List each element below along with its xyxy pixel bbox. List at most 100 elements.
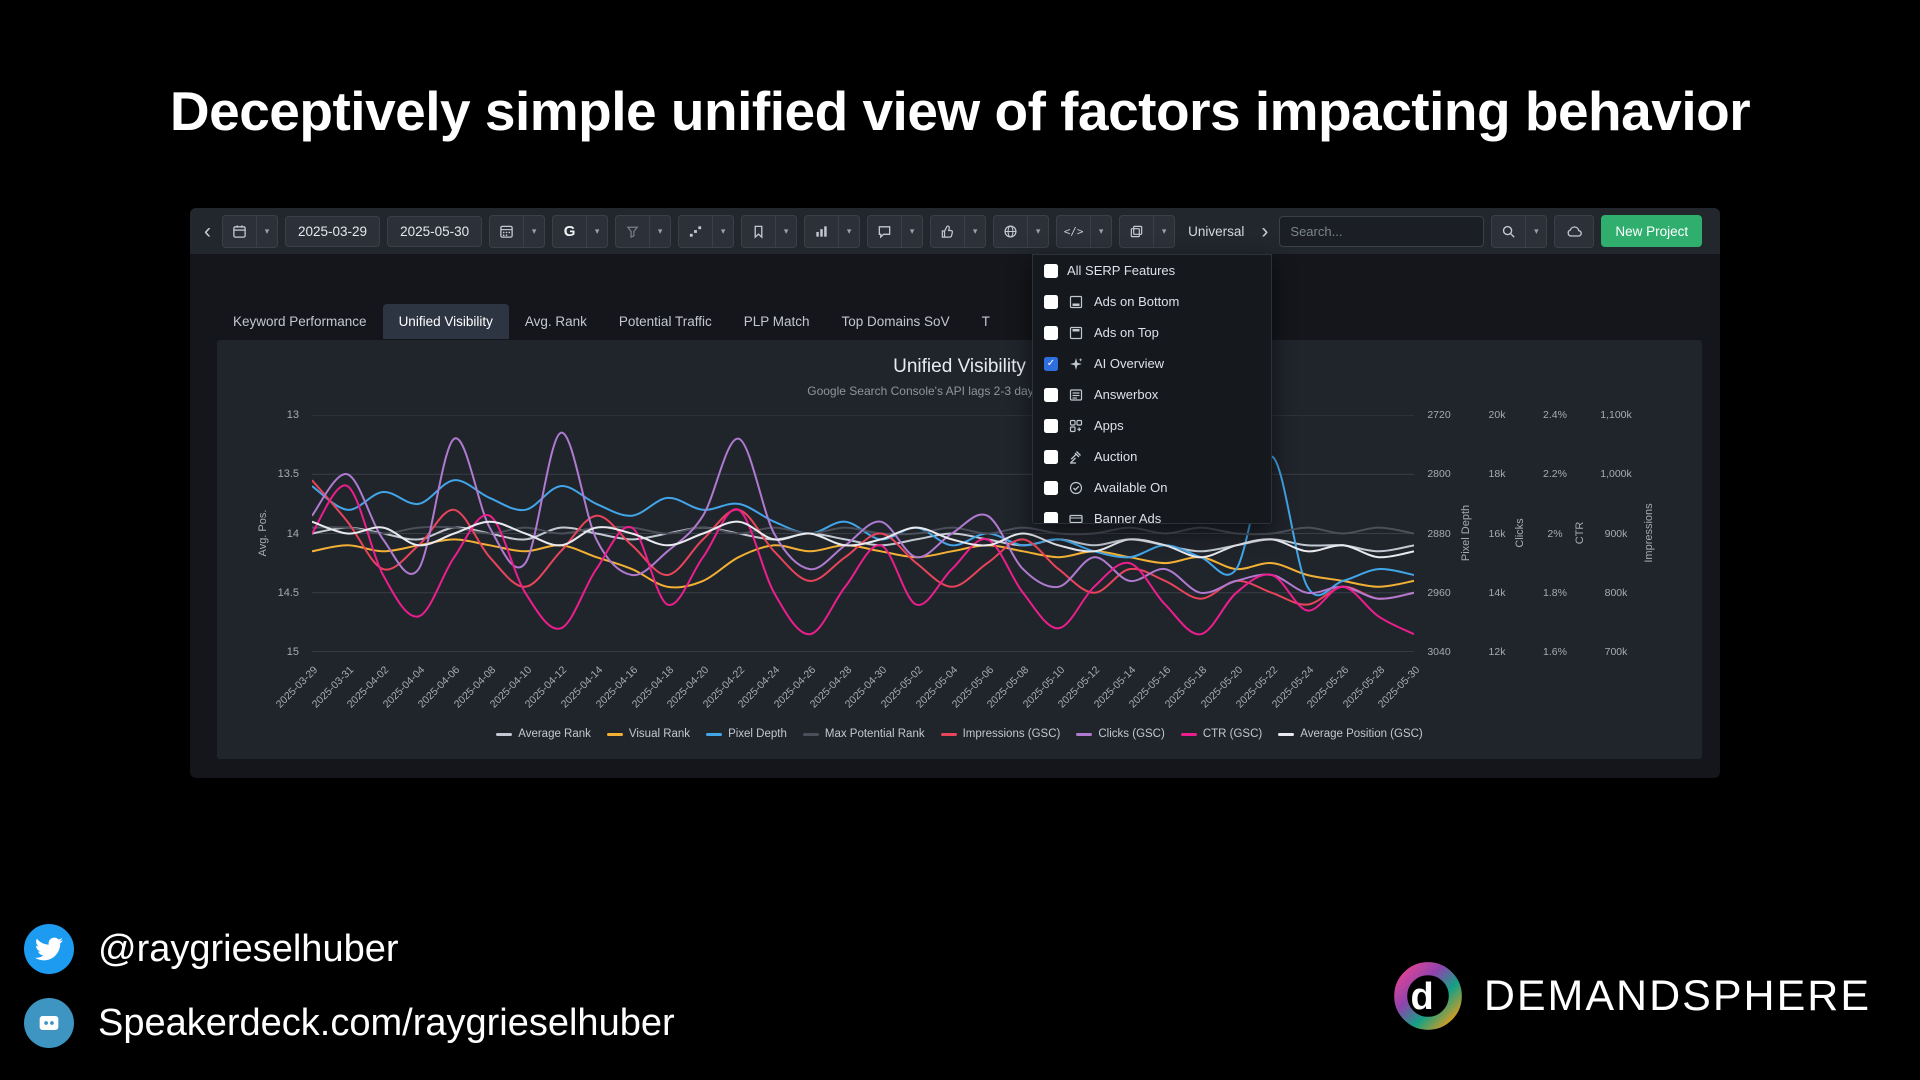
chevron-down-icon[interactable]: ▾ [1090, 215, 1111, 247]
checkbox-checked-icon[interactable]: ✓ [1044, 356, 1058, 371]
legend-ctr-gsc[interactable]: CTR (GSC) [1180, 728, 1262, 740]
legend-swatch [940, 732, 957, 736]
checkbox-unchecked-icon[interactable] [1044, 387, 1058, 402]
right-axis-tick-impressions: 1,000k [1600, 468, 1632, 481]
tab-t[interactable]: T [981, 314, 990, 329]
serp-feature-option-ads-on-bottom[interactable]: Ads on Bottom [1033, 286, 1271, 317]
serp-feature-label: AI Overview [1094, 356, 1165, 371]
tab-bar: Keyword Performance Unified Visibility Avg… [217, 304, 1006, 339]
chevron-down-icon[interactable]: ▾ [1027, 215, 1048, 247]
legend-swatch [496, 732, 513, 736]
likes-button[interactable]: ▾ [930, 214, 987, 248]
google-g-icon: G [563, 222, 576, 240]
bar-chart-button[interactable]: ▾ [804, 214, 861, 248]
brand-name: DEMANDSPHERE [1483, 971, 1871, 1020]
serp-feature-option-answerbox[interactable]: Answerbox [1033, 379, 1271, 410]
checkbox-unchecked-icon[interactable] [1044, 418, 1058, 433]
chevron-down-icon[interactable]: ▾ [1153, 215, 1174, 247]
legend-average-position-gsc[interactable]: Average Position (GSC) [1278, 728, 1423, 740]
chevron-down-icon[interactable]: ▾ [838, 215, 859, 247]
chevron-down-icon[interactable]: ▾ [1525, 215, 1546, 247]
cloud-export-button[interactable] [1554, 214, 1595, 248]
chevron-down-icon[interactable]: ▾ [775, 215, 796, 247]
start-date-button[interactable]: 2025-03-29 [285, 215, 381, 247]
tab-top-domains-sov[interactable]: Top Domains SoV [841, 314, 950, 329]
copy-layers-button[interactable]: ▾ [1119, 214, 1176, 248]
legend-swatch [706, 732, 723, 736]
legend-impressions-gsc[interactable]: Impressions (GSC) [940, 728, 1060, 740]
serp-feature-option-apps[interactable]: Apps [1033, 410, 1271, 441]
checkbox-unchecked-icon[interactable] [1044, 480, 1058, 495]
tab-avg-rank[interactable]: Avg. Rank [524, 314, 587, 329]
right-axis-name-clicks: Clicks [1514, 518, 1526, 548]
right-axis-tick-impressions: 800k [1604, 586, 1628, 599]
tab-keyword-performance[interactable]: Keyword Performance [233, 314, 367, 329]
checkbox-unchecked-icon[interactable] [1044, 449, 1058, 464]
serp-feature-option-banner-ads[interactable]: Banner Ads [1033, 503, 1271, 523]
serp-feature-label: All SERP Features [1067, 263, 1176, 278]
right-axis-tick-ctr: 1.6% [1543, 646, 1567, 658]
calendar-grid-icon [490, 216, 523, 247]
app-toolbar: ‹ ▾ 2025-03-29 2025-05-30 ▾ G ▾ ▾ ▾ ▾ [190, 208, 1720, 254]
serp-feature-option-all-serp-features[interactable]: All SERP Features [1033, 255, 1271, 286]
forward-button[interactable]: › [1257, 221, 1272, 242]
legend-label: Average Position (GSC) [1300, 728, 1423, 740]
right-axis-tick-impressions: 1,100k [1600, 409, 1632, 421]
thumbs-up-icon [931, 216, 964, 247]
right-axis-tick-clicks: 16k [1488, 527, 1506, 540]
legend-swatch [1278, 732, 1295, 736]
chevron-down-icon[interactable]: ▾ [901, 215, 922, 247]
chart-legend: Average Rank Visual Rank Pixel Depth Max Po… [217, 728, 1702, 740]
legend-visual-rank[interactable]: Visual Rank [606, 728, 690, 740]
right-axis-tick-pixel-depth: 2720 [1427, 409, 1451, 421]
back-button[interactable]: ‹ [200, 221, 215, 242]
checkbox-unchecked-icon[interactable] [1044, 325, 1058, 340]
legend-label: Pixel Depth [728, 728, 787, 740]
y-tick-label: 13 [286, 409, 299, 421]
comments-button[interactable]: ▾ [867, 214, 924, 248]
brand-lockup: d DEMANDSPHERE [1390, 958, 1871, 1034]
series-clicks-gsc [312, 431, 1414, 600]
chevron-down-icon[interactable]: ▾ [964, 215, 985, 247]
serp-feature-option-available-on[interactable]: Available On [1033, 472, 1271, 503]
checkbox-unchecked-icon[interactable] [1044, 511, 1058, 523]
chevron-down-icon[interactable]: ▾ [586, 215, 607, 247]
right-axis-tick-impressions: 700k [1604, 646, 1628, 658]
chevron-down-icon[interactable]: ▾ [523, 215, 544, 247]
end-date-button[interactable]: 2025-05-30 [387, 215, 483, 247]
scatter-view-button[interactable]: ▾ [678, 214, 735, 248]
ads-bottom-icon [1067, 293, 1085, 311]
right-axis-tick-impressions: 900k [1604, 527, 1628, 540]
serp-feature-option-ai-overview[interactable]: ✓ AI Overview [1033, 348, 1271, 379]
calendar-grid-button[interactable]: ▾ [489, 214, 546, 248]
tab-unified-visibility[interactable]: Unified Visibility [382, 304, 509, 339]
tab-plp-match[interactable]: PLP Match [743, 314, 810, 329]
legend-average-rank[interactable]: Average Rank [496, 728, 591, 740]
search-button[interactable]: ▾ [1491, 214, 1548, 248]
serp-feature-label: Available On [1094, 480, 1168, 495]
app-window: ‹ ▾ 2025-03-29 2025-05-30 ▾ G ▾ ▾ ▾ ▾ [190, 208, 1720, 778]
chevron-down-icon[interactable]: ▾ [256, 215, 277, 247]
serp-feature-label: Ads on Bottom [1094, 294, 1180, 309]
serp-feature-option-ads-on-top[interactable]: Ads on Top [1033, 317, 1271, 348]
serp-feature-option-auction[interactable]: Auction [1033, 441, 1271, 472]
date-range-picker-button[interactable]: ▾ [222, 214, 278, 248]
legend-pixel-depth[interactable]: Pixel Depth [706, 728, 787, 740]
new-project-button[interactable]: New Project [1601, 215, 1703, 247]
bookmark-icon [742, 216, 775, 247]
checkbox-unchecked-icon[interactable] [1044, 263, 1058, 278]
universal-label[interactable]: Universal [1188, 223, 1245, 239]
chevron-down-icon[interactable]: ▾ [712, 215, 733, 247]
code-view-button[interactable]: </> ▾ [1056, 214, 1113, 248]
google-engine-button[interactable]: G ▾ [552, 214, 609, 248]
legend-max-potential-rank[interactable]: Max Potential Rank [802, 728, 925, 740]
serp-features-dropdown: All SERP Features Ads on Bottom Ads on Top… [1032, 254, 1272, 524]
chevron-down-icon[interactable]: ▾ [649, 215, 670, 247]
checkbox-unchecked-icon[interactable] [1044, 294, 1058, 309]
filter-button[interactable]: ▾ [615, 214, 672, 248]
legend-clicks-gsc[interactable]: Clicks (GSC) [1076, 728, 1165, 740]
serp-features-button[interactable]: ▾ [993, 214, 1050, 248]
search-input[interactable] [1279, 215, 1485, 247]
bookmark-button[interactable]: ▾ [741, 214, 798, 248]
tab-potential-traffic[interactable]: Potential Traffic [618, 314, 712, 329]
